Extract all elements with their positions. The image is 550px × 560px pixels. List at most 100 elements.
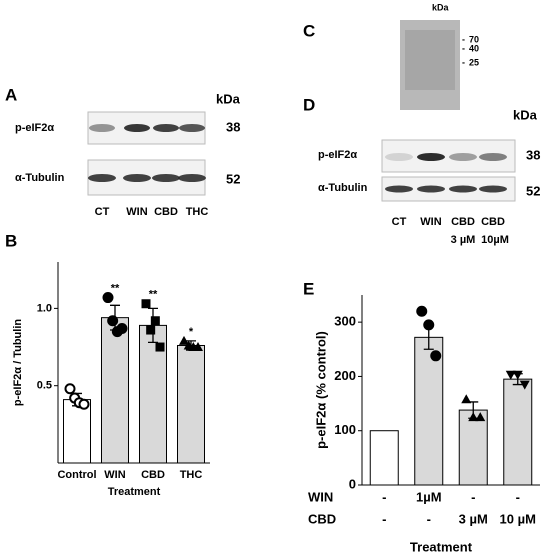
- point: [64, 383, 76, 395]
- marker-kda: 70: [469, 34, 479, 44]
- band: [449, 153, 477, 161]
- row-label: WIN: [308, 489, 333, 504]
- band: [178, 174, 206, 182]
- y-tick-label: 1.0: [37, 302, 52, 314]
- point: [468, 412, 479, 422]
- band: [124, 124, 150, 132]
- point: [155, 342, 165, 352]
- panel-label: E: [303, 279, 314, 298]
- x-axis-label: Treatment: [108, 486, 161, 498]
- point: [475, 412, 486, 422]
- bar: [414, 336, 444, 486]
- row-label: CBD: [308, 511, 336, 526]
- point: [141, 299, 151, 309]
- row-value: 1µM: [416, 489, 442, 504]
- band: [153, 124, 179, 132]
- band: [179, 124, 205, 132]
- band: [385, 153, 413, 161]
- band: [385, 185, 413, 193]
- dash: -: [462, 57, 465, 67]
- y-tick-label: 300: [334, 314, 356, 329]
- significance: **: [111, 282, 120, 294]
- y-axis-label: p-eIF2α (% control): [313, 331, 328, 449]
- band: [88, 174, 116, 182]
- point: [107, 315, 119, 327]
- panel-label: C: [303, 21, 315, 40]
- row-value: 3 µM: [459, 511, 488, 526]
- row-value: 10 µM: [500, 511, 536, 526]
- dash: -: [462, 43, 465, 53]
- dose-label: 10µM: [481, 234, 509, 246]
- lane-label: CBD: [451, 216, 475, 228]
- row-label: α-Tubulin: [15, 172, 65, 184]
- point: [505, 370, 516, 380]
- kda: 38: [226, 119, 240, 134]
- point: [179, 335, 189, 345]
- error-bar: [148, 307, 158, 344]
- point: [416, 305, 428, 317]
- band: [152, 174, 180, 182]
- panel-label: A: [5, 85, 17, 104]
- bands: [385, 153, 507, 193]
- x-tick-label: CBD: [141, 469, 165, 481]
- point: [78, 398, 90, 410]
- y-axis-label: p-eIF2α / Tubulin: [12, 319, 24, 406]
- band: [479, 185, 507, 193]
- significance: *: [189, 326, 194, 338]
- y-tick-label: 0: [349, 476, 356, 491]
- x-tick-label: WIN: [104, 469, 125, 481]
- marker-kda: 25: [469, 57, 479, 67]
- point: [461, 394, 472, 404]
- unit: kDa: [216, 91, 241, 106]
- panel-label: D: [303, 95, 315, 114]
- bar: [369, 430, 399, 486]
- band: [123, 174, 151, 182]
- row-value: -: [382, 489, 386, 504]
- lane-label: CBD: [154, 206, 178, 218]
- bar: [63, 399, 91, 464]
- dose-label: 3 µM: [451, 234, 476, 246]
- row-value: -: [516, 489, 520, 504]
- bar: [458, 409, 488, 486]
- band: [417, 153, 445, 161]
- dash: -: [462, 34, 465, 44]
- row-label: p-eIF2α: [15, 122, 54, 134]
- row-label: α-Tubulin: [318, 182, 368, 194]
- bar: [503, 378, 533, 486]
- bands: [88, 124, 206, 182]
- bar: [177, 344, 205, 464]
- row-value: -: [471, 489, 475, 504]
- marker-kda: 40: [469, 43, 479, 53]
- lane-label: CT: [95, 206, 110, 218]
- y-tick-label: 200: [334, 368, 356, 383]
- lane-label: THC: [186, 206, 209, 218]
- point: [512, 370, 523, 380]
- panel-label: B: [5, 231, 17, 250]
- lane-label: WIN: [126, 206, 147, 218]
- band: [449, 185, 477, 193]
- x-tick-label: THC: [180, 469, 203, 481]
- bar: [101, 317, 129, 464]
- kda: 52: [226, 171, 240, 186]
- lane-label: WIN: [420, 216, 441, 228]
- significance: **: [149, 289, 158, 301]
- unit: kDa: [432, 2, 450, 12]
- y-tick-label: 0.5: [37, 380, 52, 392]
- point: [116, 322, 128, 334]
- kda: 38: [526, 147, 540, 162]
- x-tick-label: Control: [57, 469, 96, 481]
- point: [423, 319, 435, 331]
- point: [519, 380, 530, 390]
- row-value: -: [382, 511, 386, 526]
- y-tick-label: 100: [334, 422, 356, 437]
- point: [102, 292, 114, 304]
- point: [193, 342, 203, 352]
- row-value: -: [427, 511, 431, 526]
- point: [150, 316, 160, 326]
- unit: kDa: [513, 107, 538, 122]
- kda: 52: [526, 183, 540, 198]
- band: [417, 185, 445, 193]
- lane-label: CT: [392, 216, 407, 228]
- x-axis-label: Treatment: [410, 539, 473, 554]
